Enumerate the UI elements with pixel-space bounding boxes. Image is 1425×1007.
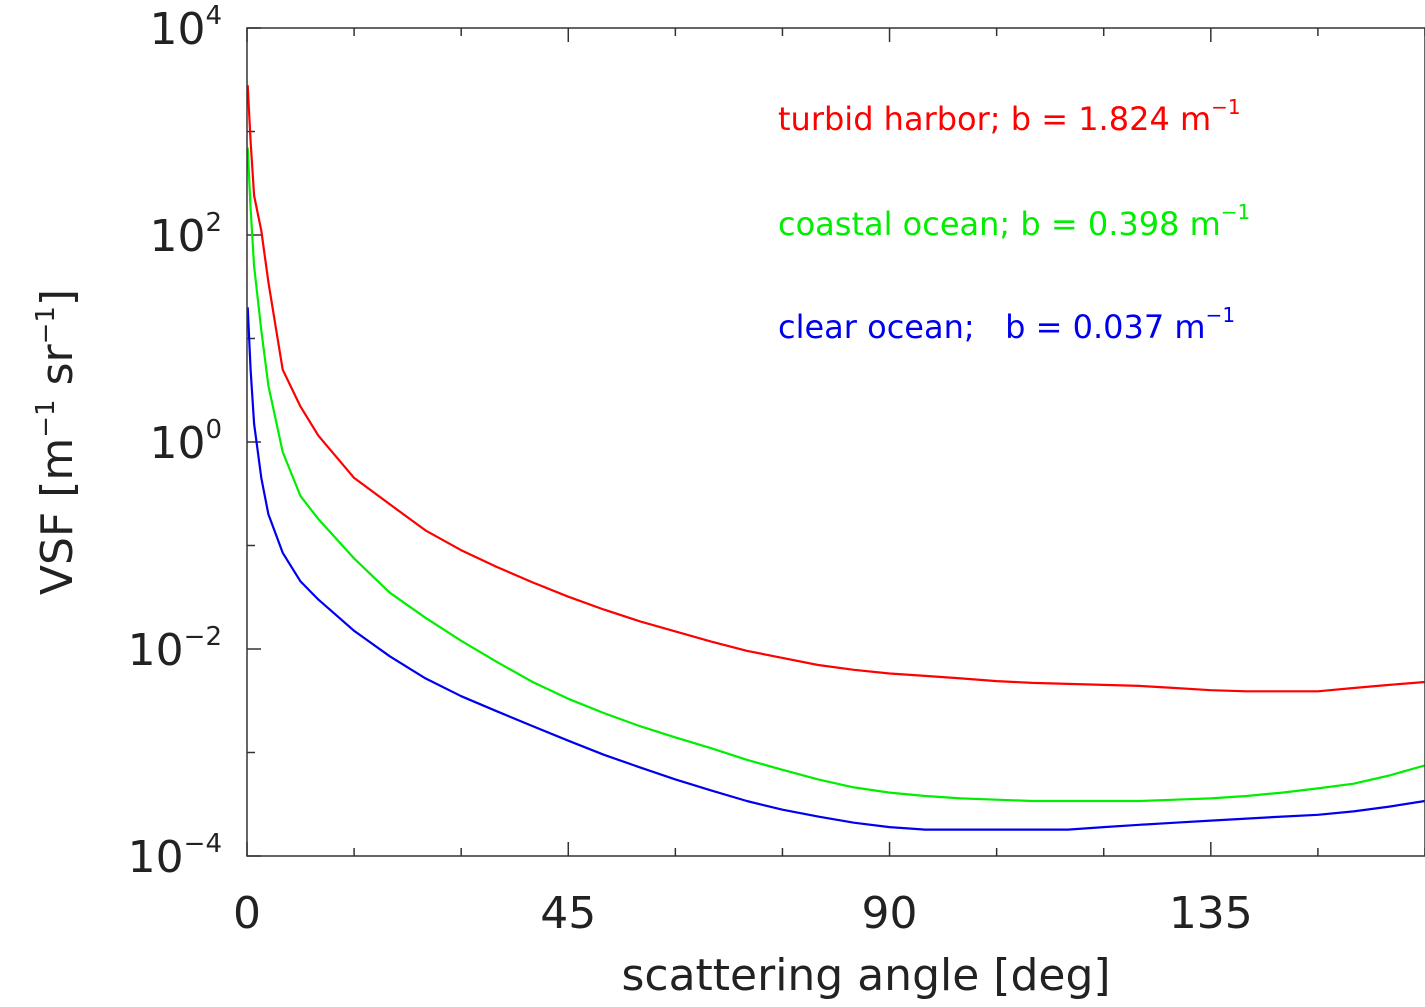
y-axis-title: VSF [m−1 sr−1]	[31, 289, 83, 595]
legend-exponent: −1	[1221, 200, 1250, 224]
y-tick-base: 10	[149, 418, 205, 469]
axis-ticks	[246, 27, 1425, 857]
x-axis-title: scattering angle [deg]	[621, 950, 1110, 1001]
series-layer	[247, 85, 1425, 831]
y-axis-title-exponent: −1	[31, 399, 61, 437]
legend-entry-coastal-ocean: coastal ocean; b = 0.398 m−1	[778, 200, 1250, 243]
legend-text: clear ocean; b = 0.037 m	[778, 308, 1206, 346]
legend-exponent: −1	[1206, 303, 1235, 327]
series-line-clear-ocean	[247, 307, 1425, 831]
series-line-coastal-ocean	[247, 147, 1425, 803]
y-tick-label: 10−2	[128, 622, 222, 676]
y-tick-base: 10	[128, 625, 184, 676]
y-tick-base: 10	[149, 4, 205, 55]
y-axis-title-part: VSF [m	[32, 438, 83, 595]
legend-text: coastal ocean; b = 0.398 m	[778, 205, 1221, 243]
series-line-turbid-harbor	[247, 85, 1425, 693]
y-tick-exponent: 0	[205, 415, 222, 445]
legend-exponent: −1	[1211, 95, 1240, 119]
legend-entry-turbid-harbor: turbid harbor; b = 1.824 m−1	[778, 95, 1241, 138]
y-tick-label: 102	[149, 208, 222, 262]
y-axis-title-part: sr	[32, 343, 83, 399]
y-tick-exponent: −4	[184, 829, 222, 859]
y-tick-exponent: 2	[205, 208, 222, 238]
plot-frame	[246, 27, 1425, 857]
y-axis-title-part: ]	[32, 289, 83, 306]
plot-border	[246, 27, 1425, 857]
x-tick-label: 0	[233, 888, 261, 939]
x-tick-label: 90	[862, 888, 918, 939]
x-tick-label: 45	[540, 888, 596, 939]
y-tick-label: 10−4	[128, 829, 222, 883]
y-tick-base: 10	[149, 211, 205, 262]
x-tick-labels: 0 45 90 135	[233, 888, 1253, 939]
y-tick-exponent: 4	[205, 1, 222, 31]
legend-entry-clear-ocean: clear ocean; b = 0.037 m−1	[778, 303, 1235, 346]
x-tick-label: 135	[1169, 888, 1253, 939]
y-tick-label: 104	[149, 1, 222, 55]
legend-text: turbid harbor; b = 1.824 m	[778, 100, 1211, 138]
y-axis-title-exponent: −1	[31, 306, 61, 344]
y-tick-label: 100	[149, 415, 222, 469]
y-tick-base: 10	[128, 832, 184, 883]
y-tick-exponent: −2	[184, 622, 222, 652]
